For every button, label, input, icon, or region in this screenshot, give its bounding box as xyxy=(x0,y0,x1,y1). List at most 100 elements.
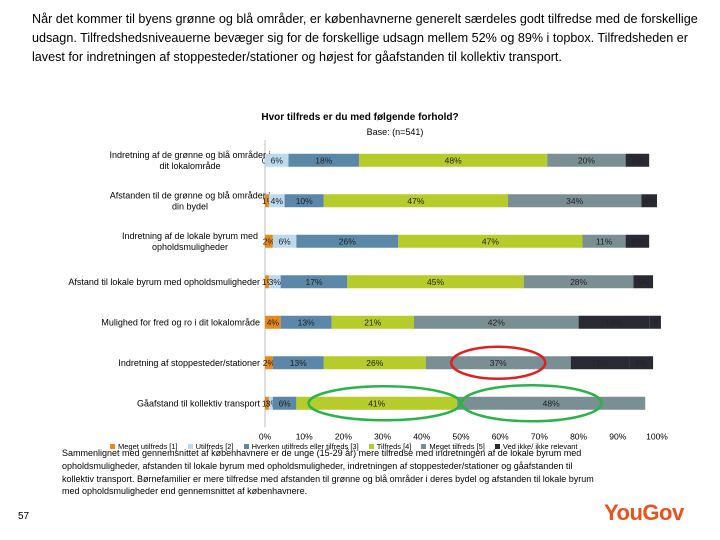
data-label: 6% xyxy=(278,236,291,246)
legend-item: Ved ikke/ ikke relevant xyxy=(494,442,578,451)
bar-segment xyxy=(265,396,269,410)
data-label: 34% xyxy=(566,196,583,206)
bar-segment xyxy=(578,315,650,329)
data-label: 47% xyxy=(407,196,424,206)
bar-segment xyxy=(265,194,269,208)
category-label: Afstanden til de grønne og blå områder i xyxy=(110,190,271,200)
data-label: 21% xyxy=(364,317,381,327)
bar-segment xyxy=(272,396,297,410)
x-tick-label: 90% xyxy=(609,432,626,442)
category-label: Mulighed for fred og ro i dit lokalområd… xyxy=(101,317,260,327)
data-label: 6% xyxy=(635,358,648,368)
data-label: 20% xyxy=(578,155,595,165)
data-label: 26% xyxy=(339,236,356,246)
bar-segment xyxy=(268,275,281,289)
bar-segment xyxy=(323,356,426,370)
data-label: 1% xyxy=(262,196,275,206)
bar-segment xyxy=(649,315,661,329)
bar-segment xyxy=(323,194,509,208)
legend-item: Meget utilfreds [1] xyxy=(110,442,178,451)
legend-item: Hverken utilfreds eller tilfreds [3] xyxy=(243,442,359,451)
x-tick-label: 50% xyxy=(452,432,469,442)
legend-label: Tilfreds [4] xyxy=(376,442,412,451)
x-tick-label: 40% xyxy=(413,432,430,442)
bar-segment xyxy=(570,356,630,370)
data-label: 3% xyxy=(269,277,282,287)
data-label: 13% xyxy=(298,317,315,327)
x-tick-label: 30% xyxy=(374,432,391,442)
legend-swatch xyxy=(110,444,115,449)
category-label: Indretning af de grønne og blå områder i xyxy=(109,150,270,160)
legend-item: Utilfreds [2] xyxy=(187,442,234,451)
bar-segment xyxy=(625,234,650,248)
data-label: 1% xyxy=(262,277,275,287)
bar-segment xyxy=(265,153,289,167)
x-tick-label: 60% xyxy=(492,432,509,442)
bar-segment xyxy=(272,234,297,248)
data-label: 48% xyxy=(445,155,462,165)
bar-segment xyxy=(272,356,324,370)
x-tick-label: 10% xyxy=(296,432,313,442)
data-label: 17% xyxy=(305,277,322,287)
category-label: Indretning af stoppesteder/stationer xyxy=(118,358,260,368)
bar-segment xyxy=(331,315,414,329)
category-label: opholdsmuligheder xyxy=(152,242,228,252)
chart-subtitle: Base: (n=541) xyxy=(366,127,424,137)
bar-segment xyxy=(413,315,579,329)
data-label: 41% xyxy=(368,398,385,408)
bar-segment xyxy=(280,315,332,329)
bar-segment xyxy=(359,153,548,167)
data-label: 5% xyxy=(637,277,650,287)
data-label: 2% xyxy=(263,358,276,368)
bar-segment xyxy=(288,153,360,167)
legend-swatch xyxy=(368,444,374,449)
data-label: 6% xyxy=(631,155,644,165)
data-label: 47% xyxy=(482,236,499,246)
chart-legend: Meget utilfreds [1] Utilfreds [2] Hverken … xyxy=(110,442,578,451)
chart-title: Hvor tilfreds er du med følgende forhold… xyxy=(261,112,459,123)
bar-segment xyxy=(296,396,458,410)
data-label: 1% xyxy=(262,398,275,408)
data-label: 37% xyxy=(490,358,507,368)
legend-label: Utilfreds [2] xyxy=(195,442,234,451)
bar-segment xyxy=(347,275,524,289)
bar-segment xyxy=(425,356,571,370)
bar-segment xyxy=(633,275,654,289)
highlight-ellipse-green xyxy=(460,384,603,423)
intro-paragraph: Når det kommer til byens grønne og blå o… xyxy=(32,12,698,64)
category-label: Gåafstand til kollektiv transport xyxy=(137,398,261,408)
data-label: 18% xyxy=(315,155,332,165)
x-tick-label: 70% xyxy=(531,432,548,442)
data-label: 10% xyxy=(296,196,313,206)
bar-segment xyxy=(284,194,324,208)
category-label: Afstand til lokale byrum med opholdsmuli… xyxy=(68,277,260,287)
x-tick-label: 100% xyxy=(646,432,668,442)
data-label: 3 xyxy=(653,317,658,327)
category-label: Indretning af de lokale byrum med xyxy=(122,231,258,241)
data-label: 45% xyxy=(427,277,444,287)
data-label: 6% xyxy=(631,236,644,246)
category-label: din bydel xyxy=(172,201,208,211)
legend-item: Tilfreds [4] xyxy=(368,442,412,451)
legend-item: Meget tilfreds [5] xyxy=(421,442,485,451)
bar-segment xyxy=(268,194,285,208)
footnote: Sammenlignet med gennemsnittet af københ… xyxy=(62,448,594,497)
data-label: 42% xyxy=(488,317,505,327)
yougov-logo: YouGov xyxy=(604,500,684,525)
data-label: 18% xyxy=(605,317,622,327)
legend-swatch xyxy=(187,444,193,449)
data-label: 2% xyxy=(263,236,276,246)
legend-label: Meget tilfreds [5] xyxy=(429,442,485,451)
bar-segment xyxy=(265,275,269,289)
category-label: dit lokalområde xyxy=(159,161,220,171)
x-tick-label: 20% xyxy=(335,432,352,442)
bar-segment xyxy=(265,315,281,329)
bar-segment xyxy=(629,356,654,370)
bar-segment xyxy=(547,153,626,167)
highlight-ellipse-red xyxy=(449,345,547,380)
legend-swatch xyxy=(494,444,500,449)
data-label: 11% xyxy=(596,236,613,246)
page-number: 57 xyxy=(18,511,30,522)
bar-segment xyxy=(398,234,583,248)
data-label: 13% xyxy=(290,358,307,368)
